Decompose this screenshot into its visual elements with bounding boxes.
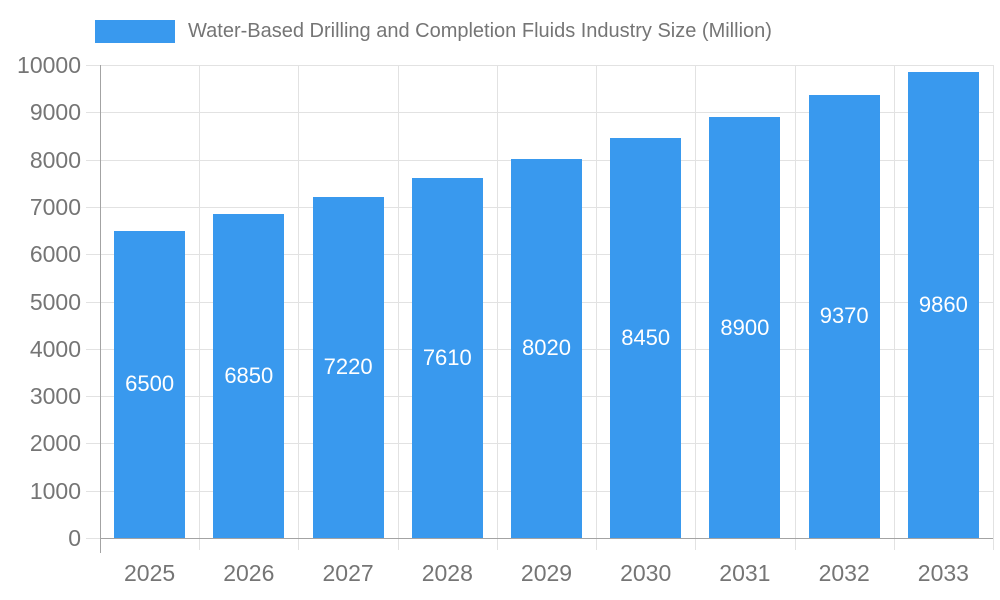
- legend-swatch: [95, 19, 175, 43]
- gridline-vertical: [894, 65, 895, 538]
- gridline-horizontal: [100, 112, 993, 113]
- x-tick-label: 2033: [917, 560, 969, 586]
- bar[interactable]: 8450: [610, 138, 682, 538]
- bar-value-label: 8020: [522, 335, 571, 361]
- y-tick-mark: [86, 207, 100, 208]
- bar[interactable]: 9860: [907, 71, 979, 538]
- y-tick-mark: [86, 254, 100, 255]
- y-tick-label: 3000: [29, 383, 81, 409]
- y-tick-mark: [86, 491, 100, 492]
- bar-value-label: 7220: [323, 354, 373, 380]
- y-tick-mark: [86, 302, 100, 303]
- y-tick-mark: [86, 396, 100, 397]
- y-tick-mark: [86, 538, 100, 539]
- y-tick-label: 4000: [29, 336, 81, 362]
- gridline-vertical: [795, 65, 796, 538]
- bar[interactable]: 7220: [312, 196, 384, 538]
- y-tick-label: 1000: [29, 478, 81, 504]
- gridline-vertical: [993, 65, 994, 538]
- bar[interactable]: 9370: [808, 94, 880, 538]
- gridline-vertical: [695, 65, 696, 538]
- gridline-vertical: [596, 65, 597, 538]
- x-tick-label: 2027: [322, 560, 374, 586]
- bar-value-label: 7610: [422, 345, 472, 370]
- x-tick-label: 2029: [520, 560, 573, 586]
- y-tick-label: 9000: [29, 99, 81, 125]
- bar-value-label: 6850: [224, 363, 274, 388]
- bar-value-label: 9860: [918, 291, 968, 317]
- bar[interactable]: 7610: [411, 178, 483, 538]
- x-tick-mark: [398, 538, 399, 550]
- gridline-vertical: [199, 65, 200, 538]
- x-axis-line: [100, 538, 993, 539]
- bar[interactable]: 6500: [114, 230, 186, 538]
- x-tick-mark: [298, 538, 299, 550]
- legend-item[interactable]: Water-Based Drilling and Completion Flui…: [95, 14, 772, 48]
- gridline-vertical: [298, 65, 299, 538]
- x-tick-label: 2030: [620, 560, 672, 586]
- y-tick-label: 8000: [29, 147, 81, 173]
- bar-value-label: 8450: [621, 325, 671, 351]
- y-tick-label: 2000: [29, 430, 81, 456]
- y-tick-mark: [86, 65, 100, 66]
- bar-value-label: 8900: [720, 314, 770, 340]
- x-tick-label: 2025: [124, 560, 176, 586]
- legend-label: Water-Based Drilling and Completion Flui…: [188, 20, 772, 42]
- x-tick-mark: [993, 538, 994, 550]
- y-tick-label: 10000: [17, 52, 81, 78]
- bar[interactable]: 8900: [709, 117, 781, 538]
- y-tick-label: 0: [68, 525, 81, 551]
- gridline-vertical: [497, 65, 498, 538]
- bar-value-label: 6500: [125, 371, 175, 397]
- x-tick-mark: [894, 538, 895, 550]
- y-tick-mark: [86, 112, 100, 113]
- y-tick-mark: [86, 160, 100, 161]
- bar[interactable]: 6850: [213, 214, 285, 538]
- y-tick-label: 5000: [29, 289, 81, 315]
- bar[interactable]: 8020: [511, 158, 582, 538]
- y-tick-label: 6000: [29, 241, 81, 267]
- gridline-vertical: [398, 65, 399, 538]
- bar-value-label: 9370: [819, 303, 869, 329]
- x-tick-label: 2028: [421, 560, 473, 586]
- x-tick-label: 2031: [719, 560, 771, 586]
- gridline-horizontal: [100, 65, 993, 66]
- y-tick-mark: [86, 443, 100, 444]
- x-tick-mark: [596, 538, 597, 550]
- y-tick-mark: [86, 349, 100, 350]
- x-tick-label: 2026: [223, 560, 275, 586]
- x-tick-mark: [497, 538, 498, 550]
- x-tick-mark: [795, 538, 796, 550]
- y-tick-label: 7000: [29, 194, 81, 220]
- x-tick-label: 2032: [818, 560, 870, 586]
- x-tick-mark: [695, 538, 696, 550]
- y-axis-line: [100, 65, 101, 553]
- x-tick-mark: [199, 538, 200, 550]
